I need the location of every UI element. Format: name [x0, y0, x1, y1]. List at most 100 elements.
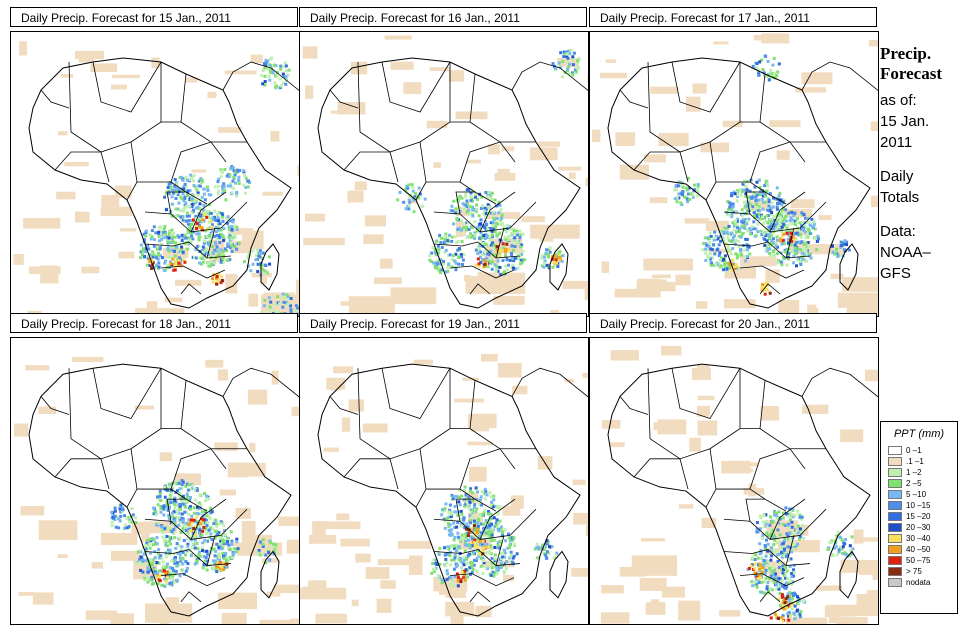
- precip-cell: [173, 580, 177, 584]
- precip-cell: [835, 553, 839, 557]
- precip-cell: [762, 559, 766, 563]
- precip-hotspot: [222, 567, 226, 572]
- precip-cell: [177, 511, 181, 515]
- precip-cell: [173, 572, 177, 576]
- precip-cell: [142, 238, 146, 242]
- precip-hotspot: [174, 263, 178, 267]
- precip-patch: [585, 177, 588, 187]
- precip-cell: [174, 191, 178, 195]
- precip-cell: [840, 547, 844, 551]
- precip-cell: [186, 531, 190, 535]
- precip-cell: [494, 521, 498, 525]
- precip-cell: [459, 517, 463, 521]
- precip-cell: [450, 204, 454, 208]
- precip-cell: [723, 266, 727, 270]
- precip-cell: [555, 253, 558, 257]
- precip-cell: [475, 556, 479, 560]
- precip-cell: [778, 533, 782, 537]
- precip-patch: [347, 190, 364, 203]
- precip-cell: [110, 510, 113, 514]
- precip-patch: [558, 166, 582, 171]
- precip-patch: [185, 77, 198, 83]
- precip-patch: [776, 150, 790, 160]
- precip-cell: [464, 541, 468, 545]
- precip-cell: [197, 512, 201, 516]
- precip-cell: [542, 255, 546, 259]
- precip-cell: [493, 263, 497, 267]
- precip-cell: [798, 527, 802, 531]
- precip-cell: [173, 561, 177, 565]
- precip-cell: [760, 233, 764, 237]
- precip-cell: [157, 569, 161, 573]
- precip-cell: [442, 517, 446, 521]
- precip-patch: [302, 46, 318, 59]
- precip-cell: [159, 525, 163, 529]
- precip-cell: [181, 494, 185, 498]
- precip-cell: [780, 567, 783, 571]
- precip-cell: [767, 577, 771, 581]
- precip-cell: [487, 192, 491, 196]
- country-border: [144, 549, 190, 554]
- precip-hotspot: [792, 237, 796, 241]
- precip-hotspot: [166, 575, 170, 579]
- precip-cell: [489, 194, 493, 197]
- precip-cell: [778, 222, 782, 226]
- precip-cell: [788, 219, 792, 223]
- precip-patch: [323, 447, 339, 452]
- precip-patch: [341, 417, 351, 432]
- country-border: [206, 535, 216, 566]
- precip-cell: [279, 64, 283, 68]
- country-border: [68, 61, 132, 153]
- precip-map: [10, 337, 300, 625]
- precip-cell: [678, 180, 682, 184]
- precip-cell: [764, 576, 768, 580]
- precip-cell: [770, 72, 774, 76]
- precip-cell: [507, 536, 511, 540]
- precip-patch: [14, 423, 29, 437]
- precip-cell: [790, 507, 794, 511]
- precip-hotspot: [789, 231, 793, 235]
- precip-cell: [761, 563, 765, 567]
- precip-cell: [432, 569, 436, 573]
- precip-cell: [284, 82, 288, 86]
- precip-cell: [505, 560, 509, 564]
- legend-item: 20 –30: [888, 523, 957, 534]
- precip-cell: [168, 548, 172, 552]
- precip-patch: [445, 601, 475, 617]
- precip-cell: [172, 510, 176, 514]
- precip-patch: [56, 191, 76, 200]
- precip-cell: [769, 558, 773, 562]
- precip-cell: [178, 190, 182, 193]
- precip-cell: [787, 211, 791, 215]
- precip-cell: [754, 202, 758, 206]
- precip-cell: [464, 532, 468, 536]
- precip-cell: [152, 512, 156, 516]
- precip-cell: [189, 504, 192, 508]
- precip-cell: [167, 548, 170, 552]
- precip-cell: [571, 72, 575, 76]
- precip-cell: [175, 542, 179, 546]
- precip-cell: [831, 244, 834, 248]
- precip-cell: [186, 542, 190, 546]
- precip-cell: [192, 179, 196, 183]
- precip-hotspot: [480, 549, 484, 553]
- precip-hotspot: [456, 576, 460, 580]
- precip-cell: [186, 499, 190, 503]
- precip-patch: [397, 540, 431, 549]
- precip-cell: [187, 483, 191, 487]
- precip-cell: [176, 187, 180, 191]
- precip-cell: [800, 528, 804, 532]
- precip-cell: [479, 231, 483, 235]
- precip-cell: [560, 75, 564, 79]
- precip-cell: [681, 185, 685, 189]
- precip-cell: [442, 241, 446, 245]
- precip-patch: [230, 242, 251, 254]
- country-border: [188, 549, 232, 566]
- legend-label: 30 –40: [906, 534, 931, 543]
- precip-cell: [705, 248, 709, 251]
- precip-cell: [217, 177, 221, 181]
- precip-cell: [417, 194, 421, 198]
- precip-cell: [145, 541, 149, 545]
- precip-cell: [172, 569, 175, 573]
- precip-cell: [489, 552, 493, 556]
